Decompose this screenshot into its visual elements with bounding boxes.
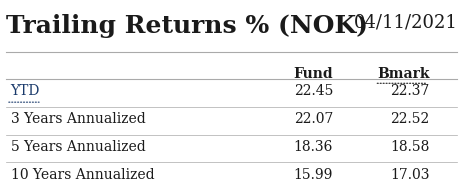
Text: 22.45: 22.45 xyxy=(294,84,333,98)
Text: 10 Years Annualized: 10 Years Annualized xyxy=(11,168,154,182)
Text: 17.03: 17.03 xyxy=(390,168,430,182)
Text: 3 Years Annualized: 3 Years Annualized xyxy=(11,112,145,126)
Text: 18.36: 18.36 xyxy=(294,140,333,154)
Text: YTD: YTD xyxy=(11,84,40,98)
Text: 22.52: 22.52 xyxy=(390,112,430,126)
Text: 22.37: 22.37 xyxy=(390,84,430,98)
Text: 22.07: 22.07 xyxy=(294,112,333,126)
Text: 5 Years Annualized: 5 Years Annualized xyxy=(11,140,145,154)
Text: 04/11/2021: 04/11/2021 xyxy=(354,14,457,32)
Text: Bmark: Bmark xyxy=(377,67,430,81)
Text: Fund: Fund xyxy=(293,67,333,81)
Text: Trailing Returns % (NOK): Trailing Returns % (NOK) xyxy=(6,14,368,38)
Text: 15.99: 15.99 xyxy=(294,168,333,182)
Text: 18.58: 18.58 xyxy=(390,140,430,154)
